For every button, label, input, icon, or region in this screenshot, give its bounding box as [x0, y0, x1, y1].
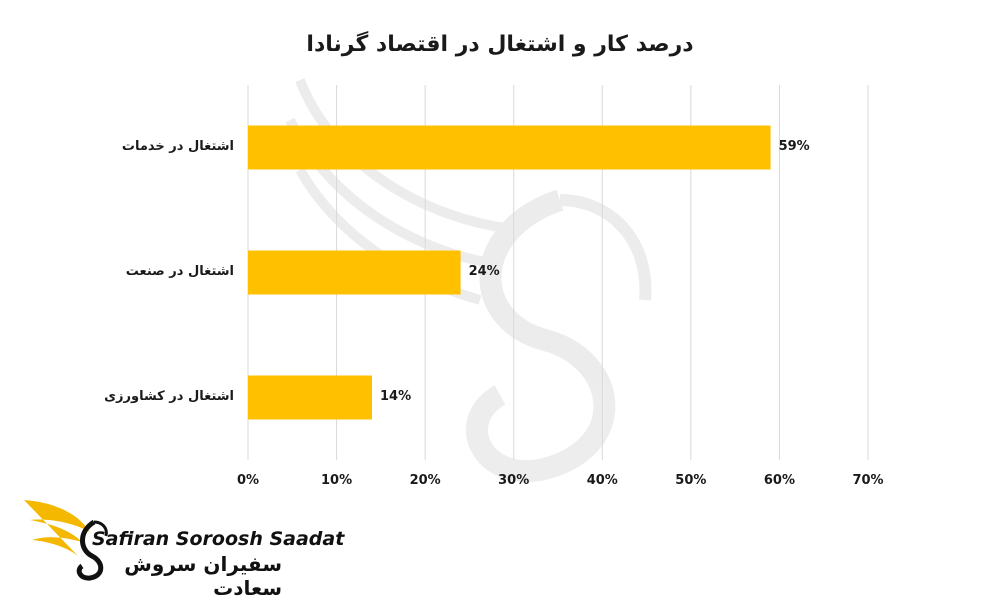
value-label: 24% [468, 263, 500, 279]
category-label: اشتغال در خدمات [121, 138, 234, 154]
x-tick-label: 40% [586, 473, 618, 488]
bar [248, 125, 771, 170]
x-tick-label: 30% [498, 473, 530, 488]
x-tick-label: 10% [321, 473, 353, 488]
category-label: اشتغال در کشاورزی [104, 388, 234, 404]
x-tick-label: 60% [763, 473, 795, 488]
x-tick-label: 20% [409, 473, 441, 488]
x-tick-label: 0% [236, 473, 260, 488]
brand-name-persian: سفیران سروش سعادت [124, 552, 282, 600]
category-label: اشتغال در صنعت [125, 263, 234, 279]
value-label: 59% [778, 138, 810, 154]
bird-wing-logo-icon [24, 500, 108, 581]
x-tick-label: 50% [675, 473, 707, 488]
brand-name-english: Safiran Soroosh Saadat [92, 528, 345, 550]
bar [248, 250, 461, 295]
x-tick-label: 70% [852, 473, 884, 488]
bar [248, 375, 372, 420]
value-label: 14% [380, 388, 412, 404]
chart-title: درصد کار و اشتغال در اقتصاد گرنادا [306, 32, 694, 57]
